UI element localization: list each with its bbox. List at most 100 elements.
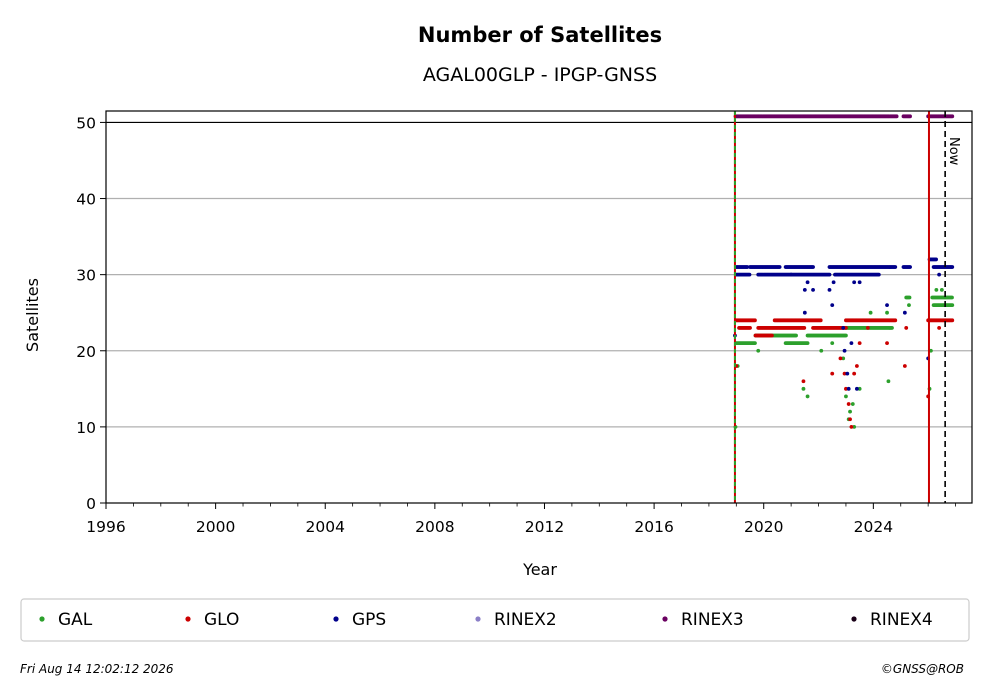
legend-marker-glo	[185, 616, 191, 622]
data-point	[893, 265, 898, 269]
data-point	[885, 341, 889, 346]
data-point	[830, 341, 835, 346]
x-tick-label: 2008	[415, 518, 454, 536]
data-point	[805, 341, 810, 346]
chart-title: Number of Satellites	[418, 23, 662, 47]
data-point	[848, 417, 852, 422]
data-point	[852, 424, 857, 429]
data-point	[885, 310, 889, 315]
data-point	[849, 424, 854, 429]
data-point	[830, 371, 835, 376]
data-point	[890, 326, 894, 330]
legend-label-rinex3: RINEX3	[681, 610, 744, 630]
data-point	[770, 333, 774, 338]
legend-marker-gal	[39, 616, 45, 622]
data-point	[908, 265, 912, 269]
data-point	[830, 303, 835, 307]
series-rinex3	[733, 114, 955, 119]
data-point	[907, 303, 911, 307]
x-tick-label: 2020	[744, 518, 783, 536]
data-point	[745, 265, 750, 269]
data-point	[950, 303, 955, 307]
data-point	[950, 265, 955, 269]
x-tick-label: 2012	[525, 518, 564, 536]
data-point	[937, 272, 942, 277]
legend-label-gal: GAL	[58, 610, 93, 630]
data-point	[937, 326, 942, 330]
now-label: Now	[946, 137, 961, 166]
legend-label-gps: GPS	[352, 610, 386, 630]
data-point	[857, 386, 862, 391]
data-point	[818, 318, 823, 323]
data-point	[902, 310, 907, 315]
y-tick-label: 30	[76, 267, 96, 285]
x-axis-ticks: 1996 2000 2004 2008 2012 2016 2020 2024	[86, 503, 956, 536]
data-point	[841, 326, 846, 330]
y-tick-label: 10	[76, 419, 96, 437]
x-tick-label: 2024	[854, 518, 893, 536]
y-axis-label: Satellites	[23, 278, 42, 352]
data-point	[857, 341, 862, 346]
data-point	[747, 272, 752, 277]
data-point	[805, 394, 810, 399]
data-point	[845, 371, 850, 376]
data-point	[777, 265, 782, 269]
x-tick-label: 1996	[86, 518, 125, 536]
data-point	[950, 318, 955, 323]
data-point	[854, 364, 859, 368]
data-point	[876, 272, 881, 277]
grid-lines	[106, 121, 972, 428]
data-point	[831, 280, 836, 285]
data-point	[849, 341, 854, 346]
data-point	[827, 272, 832, 277]
y-tick-label: 20	[76, 343, 96, 361]
data-point	[756, 348, 761, 353]
data-point	[854, 386, 859, 391]
legend-box	[20, 598, 970, 642]
legend-marker-rinex2	[475, 616, 481, 622]
data-point	[801, 379, 806, 384]
chart-subtitle: AGAL00GLP - IPGP-GNSS	[423, 64, 657, 86]
data-point	[838, 356, 843, 361]
legend-label-glo: GLO	[204, 610, 239, 630]
legend-marker-rinex4	[851, 616, 857, 622]
legend-marker-gps	[333, 616, 339, 622]
data-point	[844, 394, 848, 399]
data-point	[844, 326, 848, 330]
data-point	[811, 287, 815, 292]
x-tick-label: 2016	[634, 518, 673, 536]
legend-marker-rinex3	[662, 616, 668, 622]
data-point	[868, 310, 873, 315]
data-point	[908, 114, 912, 119]
data-point	[805, 280, 810, 285]
series-glo	[734, 318, 955, 429]
x-tick-label: 2004	[306, 518, 345, 536]
data-point	[934, 257, 938, 262]
data-point	[886, 379, 891, 384]
data-point	[842, 371, 847, 376]
data-point	[852, 371, 857, 376]
legend-label-rinex2: RINEX2	[494, 610, 557, 630]
data-point	[842, 348, 847, 353]
data-point	[827, 287, 832, 292]
data-point	[885, 303, 889, 307]
data-point	[934, 287, 939, 292]
data-point	[794, 333, 798, 338]
data-point	[846, 402, 851, 406]
data-point	[802, 287, 807, 292]
x-axis-label: Year	[522, 560, 557, 579]
data-point	[852, 280, 857, 285]
data-point	[950, 114, 955, 119]
vertical-markers	[733, 111, 946, 503]
data-point	[802, 326, 807, 330]
data-point	[850, 402, 855, 406]
data-point	[819, 348, 824, 353]
footer-timestamp: Fri Aug 14 12:02:12 2026	[20, 662, 174, 676]
y-axis-ticks: 0 10 20 30 40 50	[76, 114, 106, 513]
data-point	[801, 386, 806, 391]
data-point	[844, 333, 848, 338]
y-tick-label: 0	[86, 495, 96, 513]
x-tick-label: 2000	[196, 518, 235, 536]
data-point	[865, 326, 870, 330]
data-point	[753, 318, 757, 323]
